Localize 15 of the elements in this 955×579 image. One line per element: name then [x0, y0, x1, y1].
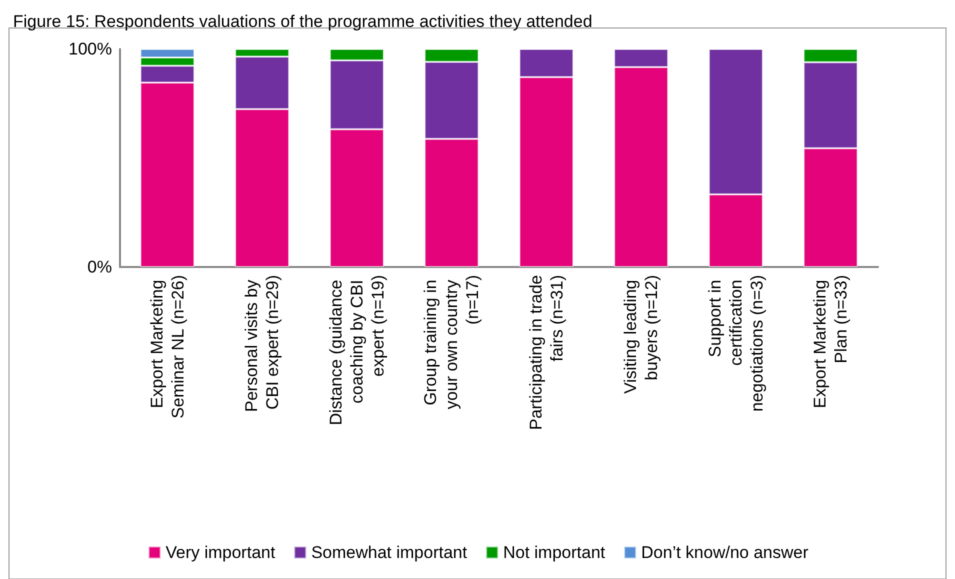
x-tick-label: Distance (guidance coaching by CBI expert (n=19) [326, 275, 388, 426]
chart-title: Figure 15: Respondents valuations of the programme activities they attended [13, 12, 592, 31]
y-tick-label: 0% [87, 258, 112, 276]
legend-label: Somewhat important [311, 543, 468, 562]
x-tick-label: Personal visits by CBI expert (n=29) [242, 275, 282, 412]
x-tick-label: Export Marketing Seminar NL (n=26) [147, 275, 188, 418]
x-tick-label: Visiting leading buyers (n=12) [621, 275, 662, 394]
x-tick-label: Group training in your own country (n=17) [421, 275, 482, 410]
x-tick-label: Participating in trade fairs (n=31) [526, 275, 566, 430]
legend-label: Very important [166, 543, 276, 562]
legend-label: Not important [503, 543, 606, 562]
y-tick-label: 100% [68, 40, 112, 58]
legend-label: Don’t know/no answer [641, 543, 809, 562]
x-tick-label: Support in certification negotiations (n=3) [705, 275, 766, 412]
x-tick-label: Export Marketing Plan (n=33) [810, 275, 851, 408]
